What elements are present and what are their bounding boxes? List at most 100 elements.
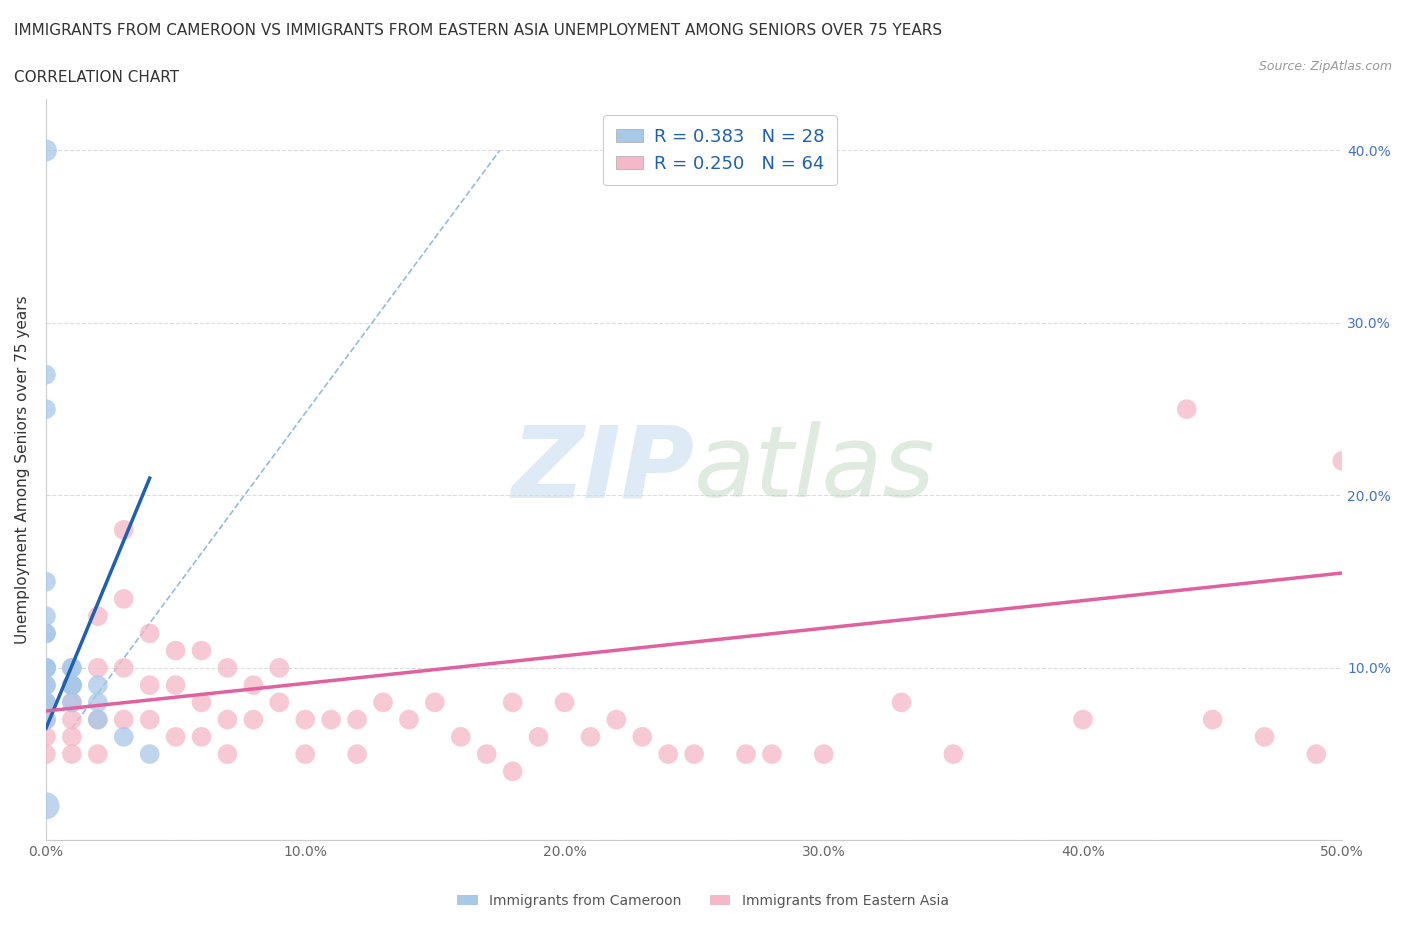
Point — [138, 747, 160, 762]
Point — [527, 729, 550, 744]
Point — [35, 678, 58, 693]
Point — [112, 712, 135, 727]
Point — [112, 660, 135, 675]
Point — [502, 695, 524, 710]
Point — [35, 402, 58, 417]
Point — [1201, 712, 1223, 727]
Point — [35, 712, 58, 727]
Point — [60, 678, 83, 693]
Point — [761, 747, 783, 762]
Point — [1071, 712, 1094, 727]
Point — [35, 695, 58, 710]
Point — [165, 678, 187, 693]
Point — [605, 712, 627, 727]
Point — [35, 747, 58, 762]
Point — [35, 626, 58, 641]
Text: IMMIGRANTS FROM CAMEROON VS IMMIGRANTS FROM EASTERN ASIA UNEMPLOYMENT AMONG SENI: IMMIGRANTS FROM CAMEROON VS IMMIGRANTS F… — [14, 23, 942, 38]
Point — [294, 712, 316, 727]
Point — [165, 729, 187, 744]
Text: ZIP: ZIP — [512, 421, 695, 518]
Point — [502, 764, 524, 778]
Point — [60, 678, 83, 693]
Point — [60, 678, 83, 693]
Point — [242, 678, 264, 693]
Point — [269, 660, 291, 675]
Point — [294, 747, 316, 762]
Point — [112, 523, 135, 538]
Point — [217, 660, 239, 675]
Point — [35, 712, 58, 727]
Y-axis label: Unemployment Among Seniors over 75 years: Unemployment Among Seniors over 75 years — [15, 295, 30, 644]
Point — [450, 729, 472, 744]
Point — [35, 626, 58, 641]
Point — [1305, 747, 1327, 762]
Point — [1175, 402, 1198, 417]
Point — [35, 367, 58, 382]
Point — [60, 729, 83, 744]
Point — [217, 712, 239, 727]
Point — [553, 695, 575, 710]
Point — [35, 798, 58, 813]
Point — [35, 695, 58, 710]
Point — [190, 729, 212, 744]
Text: atlas: atlas — [695, 421, 936, 518]
Point — [35, 660, 58, 675]
Point — [190, 644, 212, 658]
Point — [269, 695, 291, 710]
Point — [60, 678, 83, 693]
Point — [579, 729, 602, 744]
Point — [35, 678, 58, 693]
Point — [35, 695, 58, 710]
Point — [35, 608, 58, 623]
Point — [165, 644, 187, 658]
Point — [138, 712, 160, 727]
Point — [87, 747, 110, 762]
Legend: R = 0.383   N = 28, R = 0.250   N = 64: R = 0.383 N = 28, R = 0.250 N = 64 — [603, 115, 837, 185]
Point — [35, 574, 58, 589]
Point — [60, 695, 83, 710]
Point — [138, 678, 160, 693]
Point — [1331, 454, 1354, 469]
Point — [321, 712, 343, 727]
Point — [475, 747, 498, 762]
Point — [683, 747, 706, 762]
Point — [346, 712, 368, 727]
Text: CORRELATION CHART: CORRELATION CHART — [14, 70, 179, 85]
Point — [35, 660, 58, 675]
Point — [35, 143, 58, 158]
Point — [217, 747, 239, 762]
Point — [60, 747, 83, 762]
Point — [60, 695, 83, 710]
Point — [87, 695, 110, 710]
Point — [35, 729, 58, 744]
Point — [87, 608, 110, 623]
Point — [942, 747, 965, 762]
Point — [87, 712, 110, 727]
Text: Source: ZipAtlas.com: Source: ZipAtlas.com — [1258, 60, 1392, 73]
Point — [890, 695, 912, 710]
Point — [87, 712, 110, 727]
Point — [112, 729, 135, 744]
Point — [423, 695, 446, 710]
Point — [398, 712, 420, 727]
Point — [371, 695, 394, 710]
Point — [346, 747, 368, 762]
Point — [631, 729, 654, 744]
Point — [87, 660, 110, 675]
Point — [35, 660, 58, 675]
Point — [60, 712, 83, 727]
Point — [60, 660, 83, 675]
Point — [813, 747, 835, 762]
Point — [1253, 729, 1275, 744]
Legend: Immigrants from Cameroon, Immigrants from Eastern Asia: Immigrants from Cameroon, Immigrants fro… — [451, 889, 955, 914]
Point — [242, 712, 264, 727]
Point — [190, 695, 212, 710]
Point — [735, 747, 758, 762]
Point — [35, 660, 58, 675]
Point — [87, 678, 110, 693]
Point — [112, 591, 135, 606]
Point — [138, 626, 160, 641]
Point — [60, 660, 83, 675]
Point — [35, 660, 58, 675]
Point — [657, 747, 679, 762]
